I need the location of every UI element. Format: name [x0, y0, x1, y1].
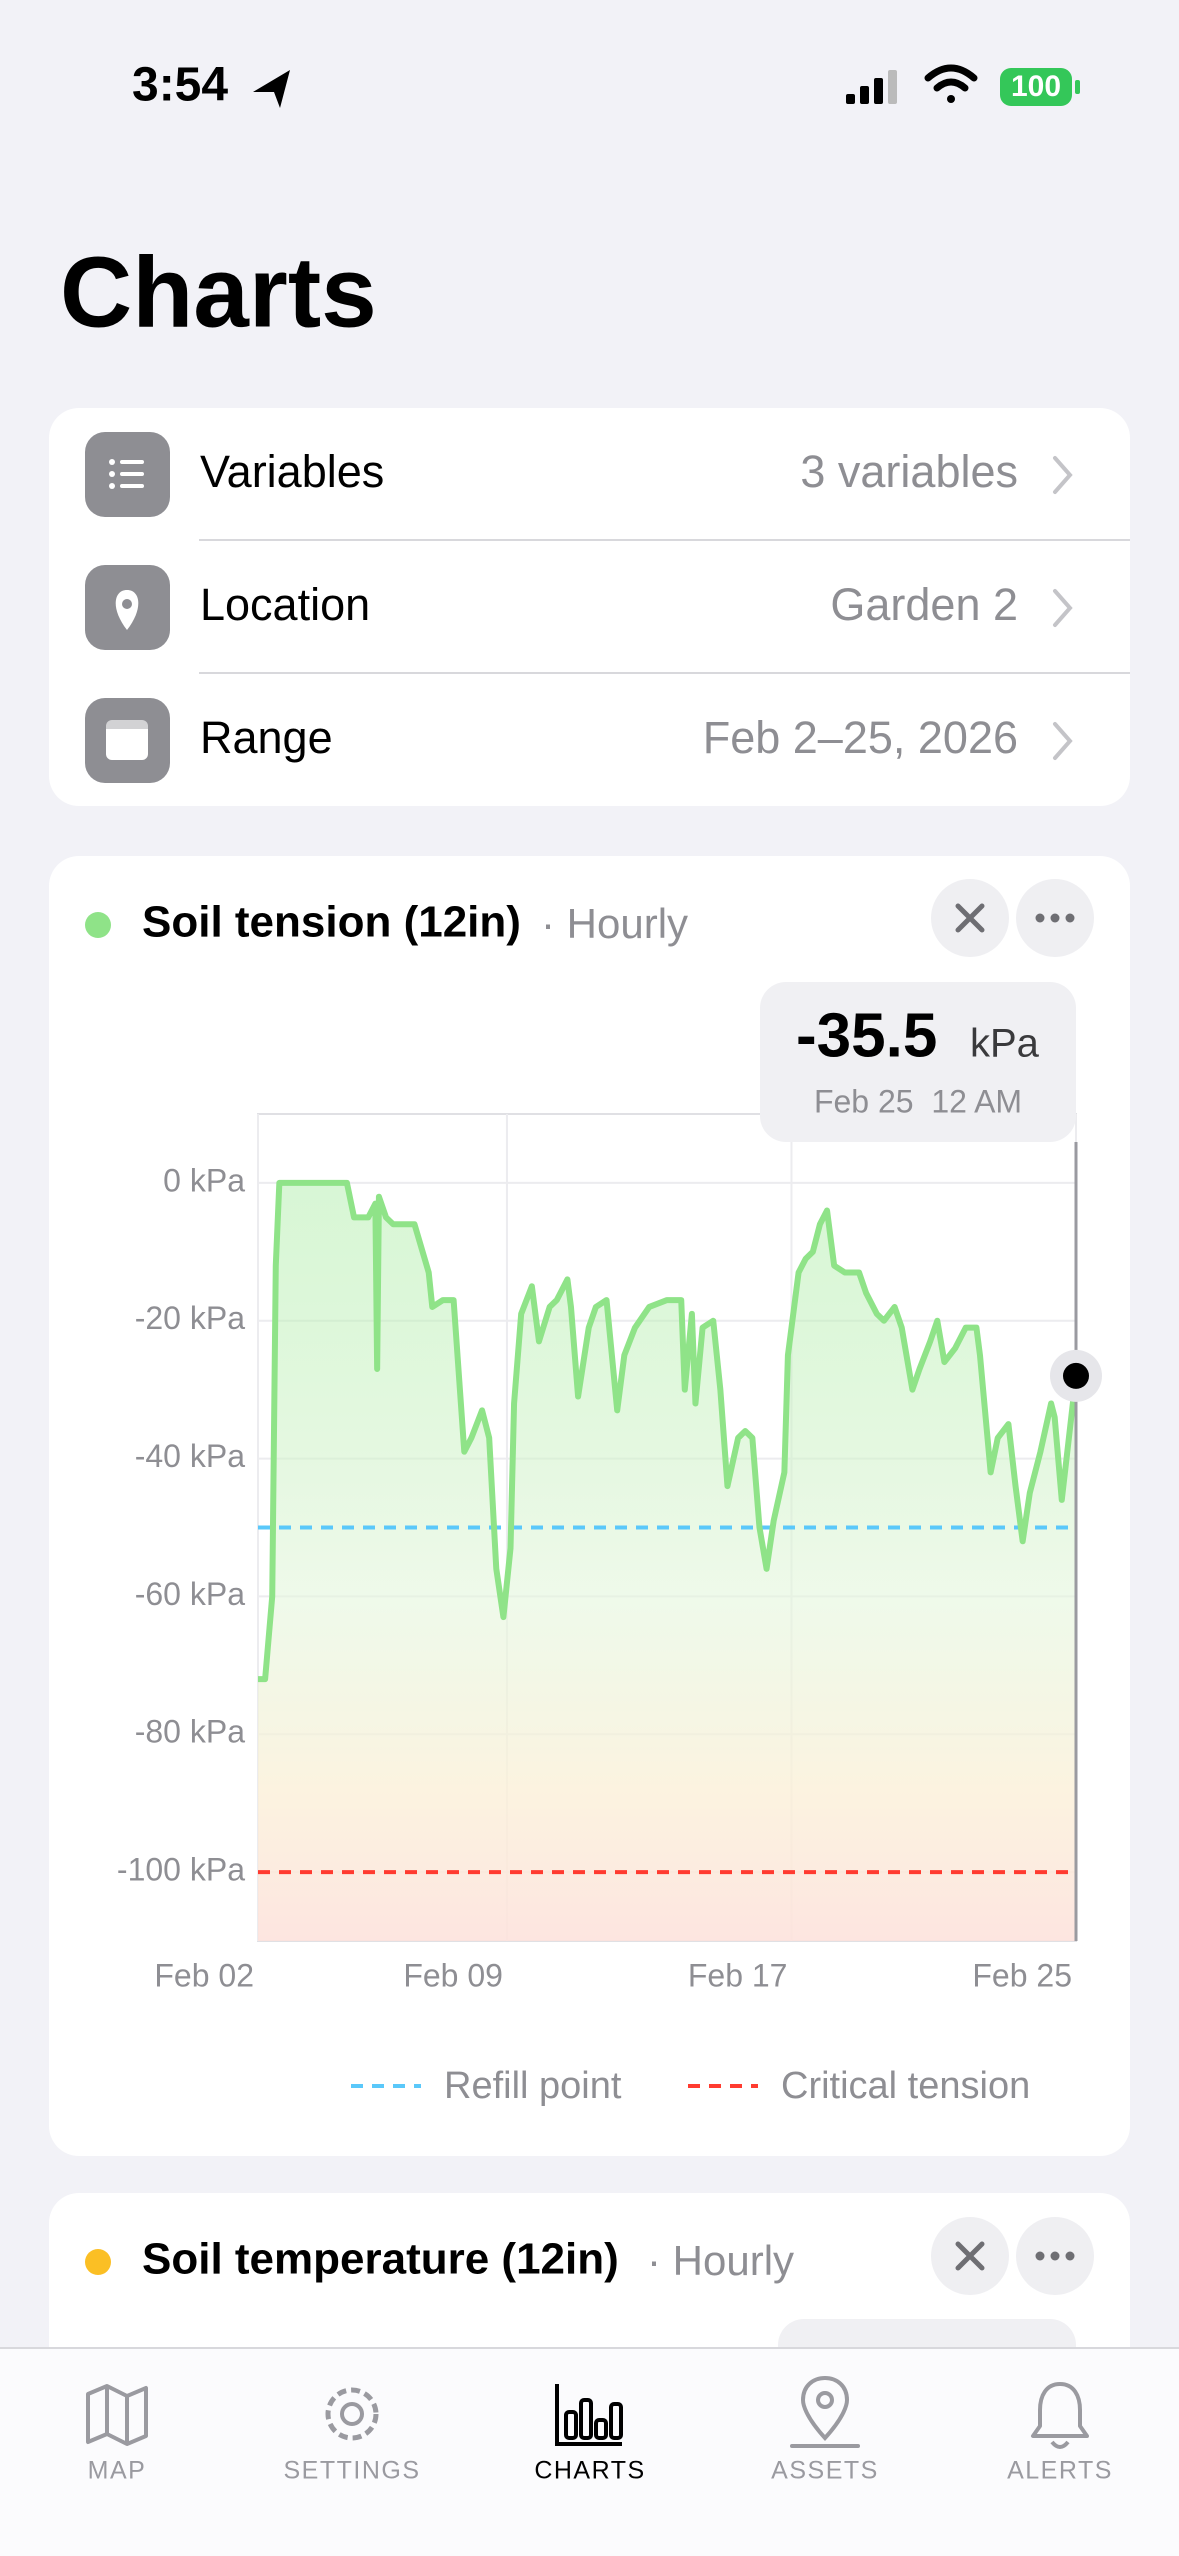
tab-label: SETTINGS — [283, 2457, 420, 2485]
tab-label: ASSETS — [771, 2457, 879, 2485]
map-icon — [86, 2384, 148, 2446]
row-label: Range — [200, 712, 333, 763]
x-tick-label: Feb 02 — [154, 1957, 254, 1993]
pin-hole — [816, 2391, 834, 2409]
pin-icon — [800, 2375, 850, 2441]
line — [258, 1179, 1079, 1683]
calendar-top — [106, 720, 148, 729]
y-tick-label: -60 kPa — [135, 1576, 245, 1612]
more-button[interactable] — [1016, 2217, 1094, 2295]
chevron — [1053, 589, 1073, 627]
card-title: Soil tension (12in) — [142, 898, 521, 947]
y-tick-label: -20 kPa — [135, 1300, 245, 1336]
tooltip-time: Feb 25 12 AM — [814, 1083, 1022, 1119]
wifi-icon — [924, 64, 978, 103]
row-value: Feb 2–25, 2026 — [703, 712, 1018, 763]
signal-icon — [846, 70, 897, 104]
gear-hub — [340, 2402, 364, 2426]
card-title: Soil temperature (12in) — [142, 2235, 619, 2284]
battery-level: 100 — [1011, 70, 1061, 103]
tab-label: ALERTS — [1007, 2457, 1113, 2485]
charts-bars — [564, 2398, 623, 2440]
row-label: Variables — [200, 446, 384, 497]
tab[interactable]: ASSETS — [771, 2375, 879, 2485]
tab-label: CHARTS — [534, 2457, 645, 2485]
card-frequency: · Hourly — [647, 2237, 794, 2284]
selection-point — [1063, 1362, 1089, 1389]
tab-label: MAP — [88, 2457, 147, 2485]
x-tick-label: Feb 17 — [688, 1957, 788, 1993]
legend: Refill point Critical tension — [351, 2065, 1030, 2107]
more-button[interactable] — [1016, 879, 1094, 957]
bell-icon — [1031, 2382, 1089, 2449]
chevron — [1053, 722, 1073, 760]
series-dot — [85, 912, 111, 938]
series-dot — [85, 2249, 111, 2275]
x-tick-label: Feb 25 — [972, 1957, 1072, 1993]
location-icon — [253, 70, 290, 108]
settings-row[interactable]: Variables 3 variables — [85, 432, 1073, 517]
page-title: Charts — [60, 236, 377, 348]
gear-icon — [325, 2387, 379, 2441]
charts-icon — [555, 2384, 622, 2446]
legend-label: Critical tension — [781, 2065, 1030, 2107]
pin-glyph — [115, 590, 139, 630]
close-button[interactable] — [931, 2217, 1009, 2295]
y-tick-label: -100 kPa — [117, 1852, 245, 1888]
list-glyph — [109, 459, 144, 489]
calendar-glyph — [106, 720, 148, 760]
plot: 0 kPa -20 kPa -40 kPa -60 kPa -80 kPa -100 kP… — [117, 1113, 1102, 1993]
tooltip-value: -35.5 — [796, 1001, 937, 1070]
row-value: 3 variables — [800, 446, 1018, 497]
chevron — [1053, 456, 1073, 494]
y-tick-label: -40 kPa — [135, 1438, 245, 1474]
tab[interactable]: CHARTS — [534, 2384, 645, 2485]
row-label: Location — [200, 579, 370, 630]
card-frequency: · Hourly — [541, 900, 688, 947]
x-tick-label: Feb 09 — [403, 1957, 503, 1993]
row-value: Garden 2 — [830, 579, 1018, 630]
tab[interactable]: MAP — [86, 2384, 148, 2485]
status-time: 3:54 — [132, 59, 228, 112]
tooltip — [760, 982, 1076, 1142]
battery — [1000, 68, 1072, 106]
battery-tip — [1075, 80, 1080, 94]
y-tick-label: 0 kPa — [163, 1162, 245, 1198]
pin-hole — [122, 599, 132, 609]
tab-bar — [0, 2348, 1179, 2556]
tooltip-unit: kPa — [970, 1022, 1040, 1066]
y-tick-label: -80 kPa — [135, 1714, 245, 1750]
settings-row[interactable]: Location Garden 2 — [85, 565, 1073, 650]
tab[interactable]: SETTINGS — [283, 2387, 420, 2485]
legend-label: Refill point — [444, 2065, 622, 2107]
settings-row[interactable]: Range Feb 2–25, 2026 — [85, 698, 1073, 783]
settings-card — [49, 408, 1130, 806]
area-fill — [258, 1182, 1076, 1941]
close-button[interactable] — [931, 879, 1009, 957]
tab[interactable]: ALERTS — [1007, 2382, 1113, 2485]
